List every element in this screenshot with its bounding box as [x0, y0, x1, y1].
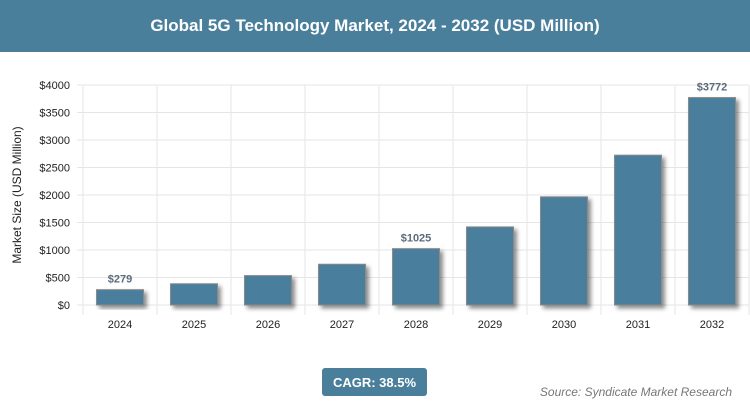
bar-2027 — [318, 263, 366, 306]
bar-2029 — [466, 226, 514, 306]
y-tick-label: $2000 — [39, 190, 70, 202]
bar-2024 — [96, 289, 144, 306]
bar-2025 — [170, 283, 218, 306]
y-tick-label: $0 — [58, 300, 70, 312]
x-tick-label: 2031 — [626, 319, 650, 331]
data-label: $1025 — [401, 233, 432, 245]
data-label: $279 — [108, 274, 132, 286]
bar-2030 — [540, 196, 588, 306]
y-tick-label: $3000 — [39, 135, 70, 147]
y-tick-label: $1000 — [39, 245, 70, 257]
bar-2026 — [244, 275, 292, 306]
x-tick-label: 2027 — [330, 319, 354, 331]
x-tick-label: 2025 — [182, 319, 206, 331]
source-note: Source: Syndicate Market Research — [539, 385, 732, 399]
bar-2032 — [688, 97, 736, 306]
bar-2028 — [392, 248, 440, 306]
y-tick-label: $1500 — [39, 218, 70, 230]
x-tick-label: 2029 — [478, 319, 502, 331]
y-tick-label: $500 — [46, 273, 70, 285]
chart-title: Global 5G Technology Market, 2024 - 2032… — [0, 0, 750, 52]
y-axis-label: Market Size (USD Million) — [10, 126, 24, 263]
x-tick-label: 2026 — [256, 319, 280, 331]
x-tick-label: 2024 — [108, 319, 132, 331]
data-label: $3772 — [697, 82, 728, 94]
y-tick-label: $2500 — [39, 163, 70, 175]
x-tick-label: 2032 — [700, 319, 724, 331]
bar-2031 — [614, 154, 662, 306]
cagr-badge: CAGR: 38.5% — [322, 368, 427, 396]
y-tick-label: $3500 — [39, 108, 70, 120]
y-tick-label: $4000 — [39, 80, 70, 92]
x-tick-label: 2028 — [404, 319, 428, 331]
x-tick-label: 2030 — [552, 319, 576, 331]
